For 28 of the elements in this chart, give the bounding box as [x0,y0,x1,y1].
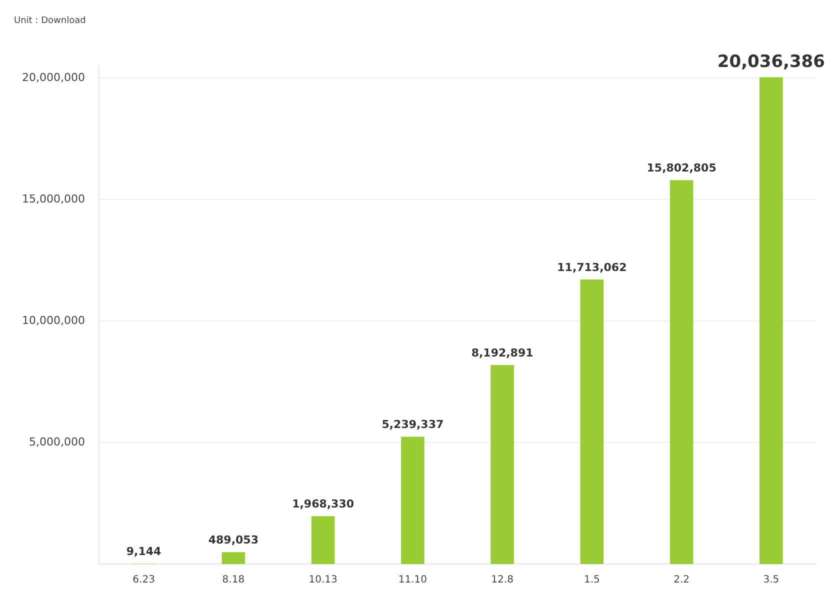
bar [401,436,424,564]
x-tick-label: 11.10 [398,574,427,586]
y-tick-label: 20,000,000 [22,71,85,84]
data-label: 5,239,337 [382,418,444,432]
x-tick-label: 10.13 [308,574,338,586]
data-label: 489,053 [208,533,258,546]
x-tick-label: 12.8 [491,574,514,586]
data-label: 9,144 [126,545,162,558]
x-tick-label: 2.2 [674,574,690,586]
data-label: 20,036,386 [717,52,825,72]
text: Unit : Download [14,16,87,26]
x-tick-label: 1.5 [584,574,600,586]
data-label: 8,192,891 [471,346,534,360]
bar [670,180,694,564]
y-tick-label: 5,000,000 [28,435,85,448]
x-tick-label: 3.5 [763,574,780,586]
x-tick-label: 6.23 [132,574,155,586]
data-label: 1,968,330 [292,498,354,511]
bar [490,364,514,564]
bar [222,552,246,564]
bar [580,279,604,564]
y-tick-label: 10,000,000 [22,314,85,327]
bar [760,77,783,564]
data-label: 11,713,062 [557,260,627,274]
y-tick-label: 15,000,000 [22,192,85,206]
x-tick-label: 8.18 [222,574,245,586]
data-label: 15,802,805 [646,161,716,174]
bar [311,516,335,564]
